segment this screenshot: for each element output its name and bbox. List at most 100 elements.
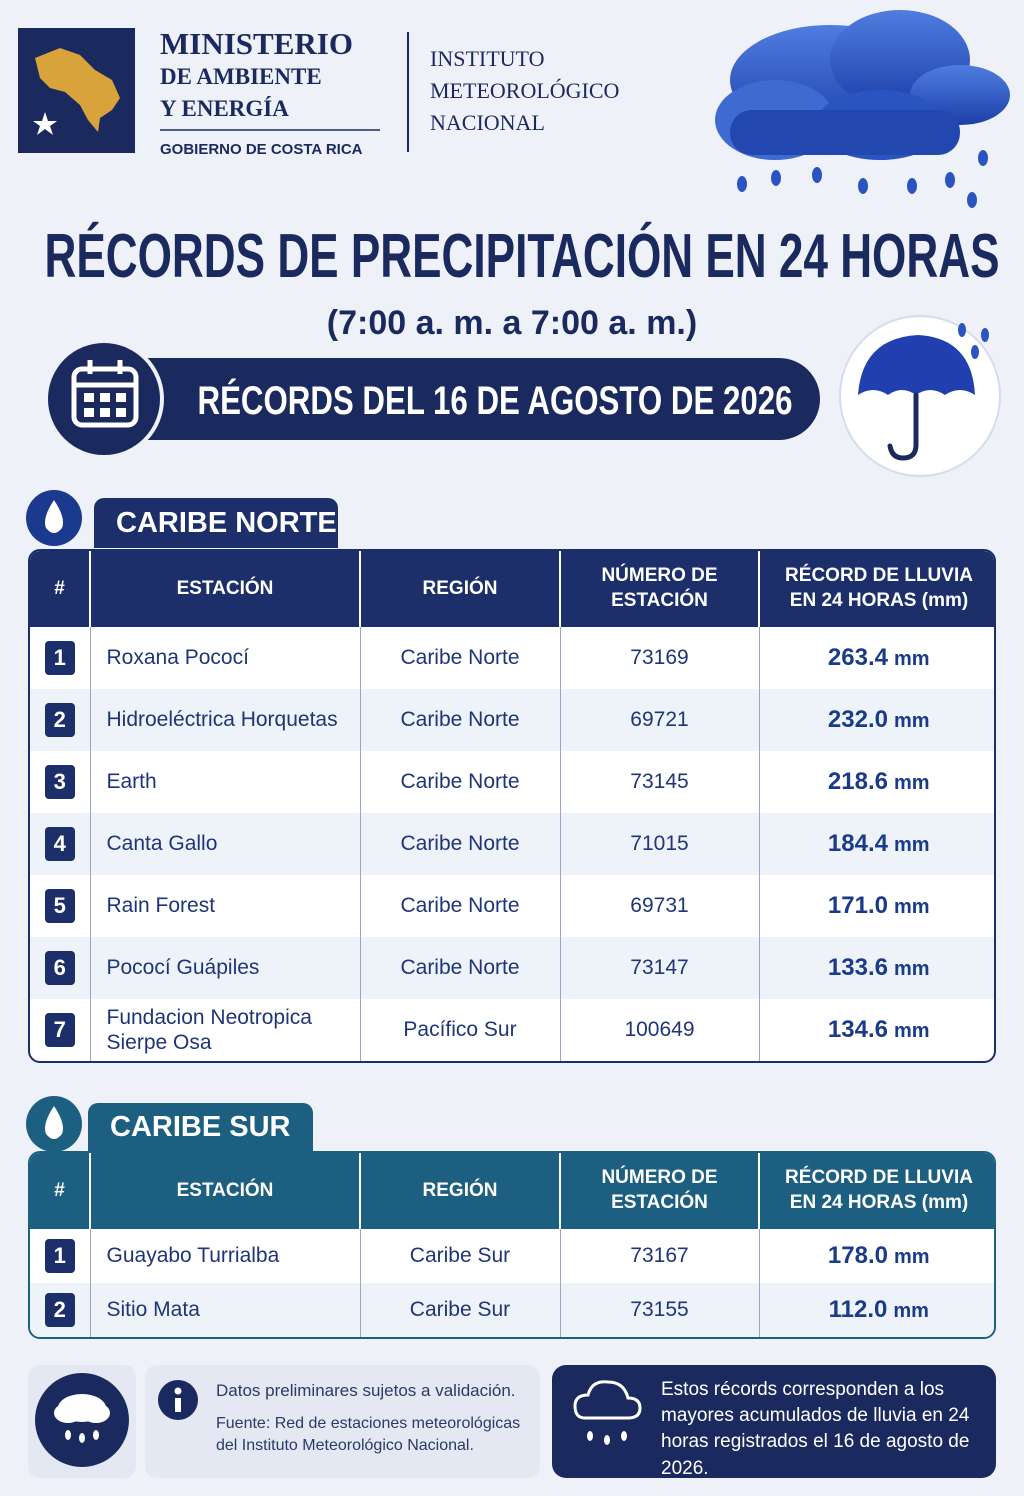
table-row: 2 Sitio Mata Caribe Sur 73155 112.0 mm (30, 1283, 994, 1337)
record-unit: mm (893, 772, 930, 794)
note: Datos preliminares sujetos a validación. (216, 1381, 516, 1400)
record-cell: 133.6 mm (759, 937, 994, 999)
rank-cell: 3 (30, 751, 91, 813)
institute: INSTITUTO (430, 46, 545, 71)
rank-badge: 3 (44, 765, 75, 799)
region: Caribe Norte (360, 813, 561, 875)
station-number: 71015 (560, 813, 760, 875)
cloud-icon (54, 1394, 110, 1443)
rain-clouds (715, 10, 1010, 208)
rank-badge: 5 (44, 889, 75, 923)
records-table: # ESTACIÓN REGIÓN NÚMERO DE ESTACIÓN RÉCORD … (28, 549, 996, 1063)
record-cell: 184.4 mm (759, 813, 994, 875)
region: Caribe Norte (360, 751, 561, 813)
station: Pococí Guápiles (90, 937, 361, 999)
logo-map (35, 48, 120, 132)
station: Roxana Pococí (90, 627, 361, 689)
region: Caribe Norte (360, 875, 561, 937)
record-cell: 171.0 mm (759, 875, 994, 937)
record-unit: mm (893, 896, 930, 918)
rank-cell: 2 (30, 1283, 91, 1337)
record-value: 218.6 (827, 768, 888, 795)
date-banner-bg (100, 358, 820, 440)
institute: METEOROLÓGICO (430, 78, 620, 103)
station-number: 73169 (560, 627, 760, 689)
rank-badge: 1 (44, 1239, 75, 1273)
station: Canta Gallo (90, 813, 361, 875)
rank-badge: 4 (44, 827, 75, 861)
title: RÉCORDS DE PRECIPITACIÓN EN 24 HORAS (45, 222, 1000, 291)
ministry-sub: Y ENERGÍA (160, 96, 289, 121)
station-number: 100649 (560, 999, 760, 1061)
summary: Estos récords corresponden a los mayores… (661, 1379, 970, 1479)
calendar-icon (71, 360, 139, 428)
rank-badge: 6 (44, 951, 75, 985)
rank-badge: 2 (44, 1293, 75, 1327)
ministry: MINISTERIO (160, 26, 353, 61)
record-cell: 178.0 mm (759, 1229, 994, 1283)
drop-icon (26, 1096, 82, 1152)
column-header: # (30, 551, 91, 627)
column-header: ESTACIÓN (90, 551, 361, 627)
record-value: 112.0 (828, 1296, 888, 1323)
station: Guayabo Turrialba (90, 1229, 361, 1283)
date-banner: RÉCORDS DEL 16 DE AGOSTO DE 2026 (198, 378, 793, 423)
station: Earth (90, 751, 361, 813)
table: # ESTACIÓN REGIÓN NÚMERO DE ESTACIÓN RÉCORD … (30, 551, 994, 1061)
column-header: NÚMERO DE ESTACIÓN (560, 551, 760, 627)
table-row: 6 Pococí Guápiles Caribe Norte 73147 133.6 mm (30, 937, 994, 999)
rank-cell: 5 (30, 875, 91, 937)
table: # ESTACIÓN REGIÓN NÚMERO DE ESTACIÓN RÉCORD … (30, 1153, 994, 1337)
region: Caribe Norte (360, 689, 561, 751)
header-row: # ESTACIÓN REGIÓN NÚMERO DE ESTACIÓN RÉCORD … (30, 1153, 994, 1229)
station-number: 73145 (560, 751, 760, 813)
record-unit: mm (893, 958, 930, 980)
cloud-icon (573, 1380, 642, 1445)
station: Hidroeléctrica Horquetas (90, 689, 361, 751)
table-row: 7 Fundacion Neotropica Sierpe Osa Pacífico… (30, 999, 994, 1061)
table-row: 5 Rain Forest Caribe Norte 69731 171.0 mm (30, 875, 994, 937)
region: Caribe Norte (360, 937, 561, 999)
station-number: 73155 (560, 1283, 760, 1337)
column-header: ESTACIÓN (90, 1153, 361, 1229)
column-header: REGIÓN (360, 1153, 561, 1229)
rank-cell: 7 (30, 999, 91, 1061)
record-unit: mm (893, 710, 930, 732)
rank-cell: 2 (30, 689, 91, 751)
record-unit: mm (893, 1020, 930, 1042)
region: Caribe Sur (360, 1229, 561, 1283)
station: Rain Forest (90, 875, 361, 937)
record-value: 178.0 (827, 1242, 888, 1269)
government: GOBIERNO DE COSTA RICA (160, 141, 363, 158)
table-row: 4 Canta Gallo Caribe Norte 71015 184.4 mm (30, 813, 994, 875)
region: Caribe Sur (360, 1283, 561, 1337)
table-row: 2 Hidroeléctrica Horquetas Caribe Norte 697… (30, 689, 994, 751)
rank-cell: 1 (30, 627, 91, 689)
record-value: 232.0 (827, 706, 888, 733)
column-header: NÚMERO DE ESTACIÓN (560, 1153, 760, 1229)
drop-icon (26, 490, 82, 546)
record-unit: mm (893, 1246, 930, 1268)
subtitle: (7:00 a. m. a 7:00 a. m.) (327, 304, 697, 342)
station-number: 69731 (560, 875, 760, 937)
region: Caribe Norte (360, 627, 561, 689)
column-header: # (30, 1153, 91, 1229)
source: Fuente: Red de estaciones meteorológicas… (216, 1415, 521, 1455)
record-cell: 112.0 mm (759, 1283, 994, 1337)
records-table: # ESTACIÓN REGIÓN NÚMERO DE ESTACIÓN RÉCORD … (28, 1151, 996, 1339)
record-unit: mm (893, 1300, 929, 1322)
station-number: 69721 (560, 689, 760, 751)
region: Pacífico Sur (360, 999, 561, 1061)
rank-badge: 1 (44, 641, 75, 675)
rank-badge: 2 (44, 703, 75, 737)
summary-box (552, 1365, 996, 1478)
record-value: 171.0 (827, 892, 888, 919)
ministry-sub: DE AMBIENTE (160, 64, 322, 89)
table-row: 1 Roxana Pococí Caribe Norte 73169 263.4 mm (30, 627, 994, 689)
logo-star (33, 112, 57, 135)
institute: NACIONAL (430, 110, 545, 135)
record-unit: mm (893, 648, 930, 670)
record-cell: 218.6 mm (759, 751, 994, 813)
